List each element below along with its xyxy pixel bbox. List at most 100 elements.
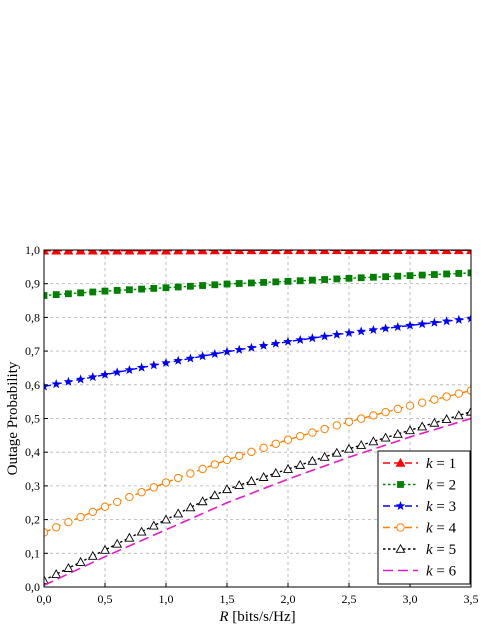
data-point-marker [259, 341, 269, 350]
x-tick-label: 3,0 [403, 592, 418, 606]
data-point-marker [320, 331, 330, 340]
data-point-marker [309, 429, 316, 436]
data-point-marker [431, 396, 438, 403]
data-point-marker [223, 456, 230, 463]
data-point-marker [65, 518, 72, 525]
y-tick-label: 0,5 [25, 412, 40, 426]
data-point-marker [76, 374, 86, 383]
data-point-marker [77, 289, 84, 296]
data-point-marker [442, 316, 452, 325]
y-tick-label: 0,7 [25, 344, 40, 358]
data-point-marker [175, 284, 182, 291]
data-point-marker [187, 470, 194, 477]
data-point-marker [333, 276, 340, 283]
legend-label: k = 4 [426, 521, 457, 537]
data-point-marker [431, 271, 438, 278]
y-tick-label: 0,4 [25, 445, 40, 459]
data-point-marker [186, 503, 194, 511]
data-point-marker [260, 279, 267, 286]
data-point-marker [137, 528, 145, 536]
data-point-marker [247, 343, 257, 352]
data-point-marker [272, 440, 279, 447]
data-point-marker [394, 405, 401, 412]
data-point-marker [333, 422, 340, 429]
legend-label: k = 3 [426, 499, 456, 515]
data-point-marker [53, 291, 60, 298]
data-point-marker [101, 546, 109, 554]
data-point-marker [162, 479, 169, 486]
data-point-marker [369, 325, 379, 334]
data-point-marker [358, 274, 365, 281]
data-point-marker [126, 286, 133, 293]
data-point-marker [149, 360, 159, 369]
data-point-marker [358, 415, 365, 422]
y-tick-label: 0,2 [25, 513, 40, 527]
x-tick-label: 1,0 [159, 592, 174, 606]
data-point-marker [419, 399, 426, 406]
data-point-marker [52, 570, 60, 578]
data-point-marker [88, 372, 98, 381]
data-point-marker [114, 287, 121, 294]
data-point-marker [284, 436, 291, 443]
y-tick-label: 1,0 [25, 243, 40, 257]
y-tick-label: 0,9 [25, 277, 40, 291]
data-point-marker [397, 524, 404, 531]
data-point-marker [272, 469, 280, 477]
data-point-marker [125, 534, 133, 542]
data-point-marker [186, 353, 196, 362]
data-point-marker [297, 432, 304, 439]
data-point-marker [260, 444, 267, 451]
data-point-marker [430, 318, 440, 327]
y-tick-label: 0,6 [25, 378, 40, 392]
data-point-marker [138, 286, 145, 293]
data-point-marker [443, 393, 450, 400]
data-point-marker [393, 322, 403, 331]
data-point-marker [163, 284, 170, 291]
data-point-marker [224, 281, 231, 288]
data-point-marker [308, 333, 318, 342]
data-point-marker [199, 465, 206, 472]
y-tick-label: 0,3 [25, 479, 40, 493]
data-point-marker [419, 272, 426, 279]
data-point-marker [236, 452, 243, 459]
data-point-marker [211, 281, 218, 288]
data-point-marker [76, 558, 84, 566]
data-point-marker [187, 283, 194, 290]
data-point-marker [199, 282, 206, 289]
x-tick-label: 2,5 [342, 592, 357, 606]
data-point-marker [137, 363, 147, 372]
data-point-marker [64, 564, 72, 572]
x-axis-label: R [bits/s/Hz] [218, 609, 295, 625]
data-point-marker [113, 540, 121, 548]
data-point-marker [332, 330, 342, 339]
data-point-marker [381, 323, 391, 332]
x-tick-label: 3,5 [464, 592, 479, 606]
x-tick-label: 0,5 [98, 592, 113, 606]
data-point-marker [309, 277, 316, 284]
data-point-marker [175, 474, 182, 481]
data-point-marker [297, 277, 304, 284]
data-point-marker [89, 508, 96, 515]
legend-label: k = 5 [426, 542, 456, 558]
data-point-marker [397, 481, 404, 488]
data-point-marker [406, 426, 414, 434]
data-point-marker [114, 498, 121, 505]
data-point-marker [101, 503, 108, 510]
data-point-marker [406, 402, 413, 409]
data-point-marker [51, 379, 61, 388]
data-point-marker [162, 515, 170, 523]
data-point-marker [236, 280, 243, 287]
x-tick-label: 0,0 [37, 592, 52, 606]
y-tick-label: 0,8 [25, 310, 40, 324]
data-point-marker [53, 524, 60, 531]
data-point-marker [174, 509, 182, 517]
data-point-marker [417, 319, 427, 328]
data-point-marker [370, 412, 377, 419]
data-point-marker [407, 272, 414, 279]
data-point-marker [382, 273, 389, 280]
data-point-marker [443, 271, 450, 278]
data-point-marker [346, 275, 353, 282]
x-tick-label: 2,0 [281, 592, 296, 606]
data-point-marker [211, 461, 218, 468]
data-point-marker [381, 434, 389, 442]
